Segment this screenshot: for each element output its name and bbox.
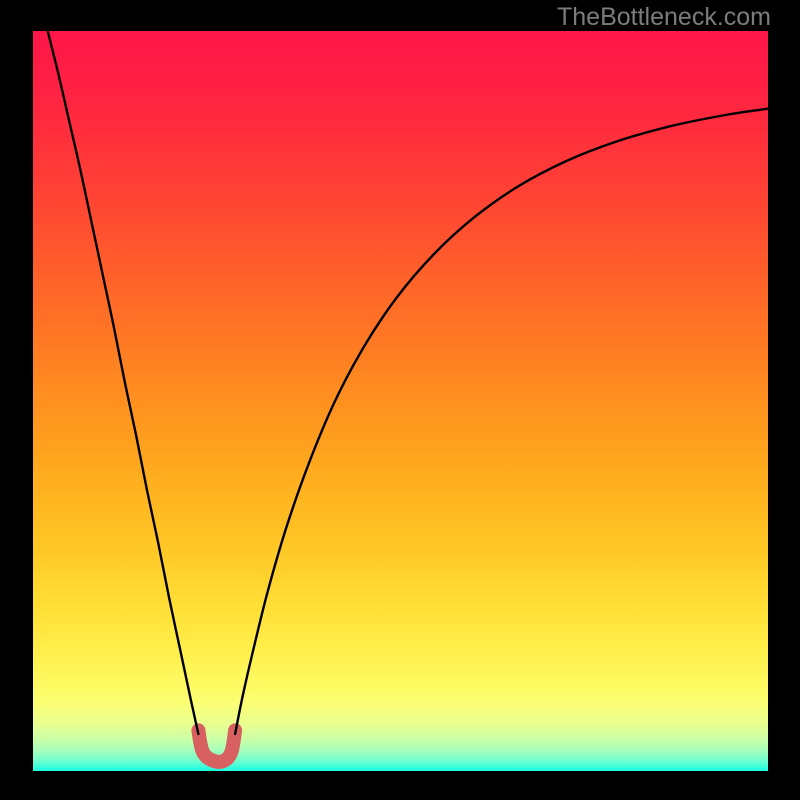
watermark-text: TheBottleneck.com — [557, 3, 771, 32]
curve-overlay — [33, 31, 768, 771]
plot-area — [33, 31, 768, 771]
chart-stage: TheBottleneck.com — [0, 0, 800, 800]
trough-marker — [198, 730, 235, 762]
curve-left_arm — [48, 31, 199, 734]
curve-right_arm — [235, 109, 768, 734]
